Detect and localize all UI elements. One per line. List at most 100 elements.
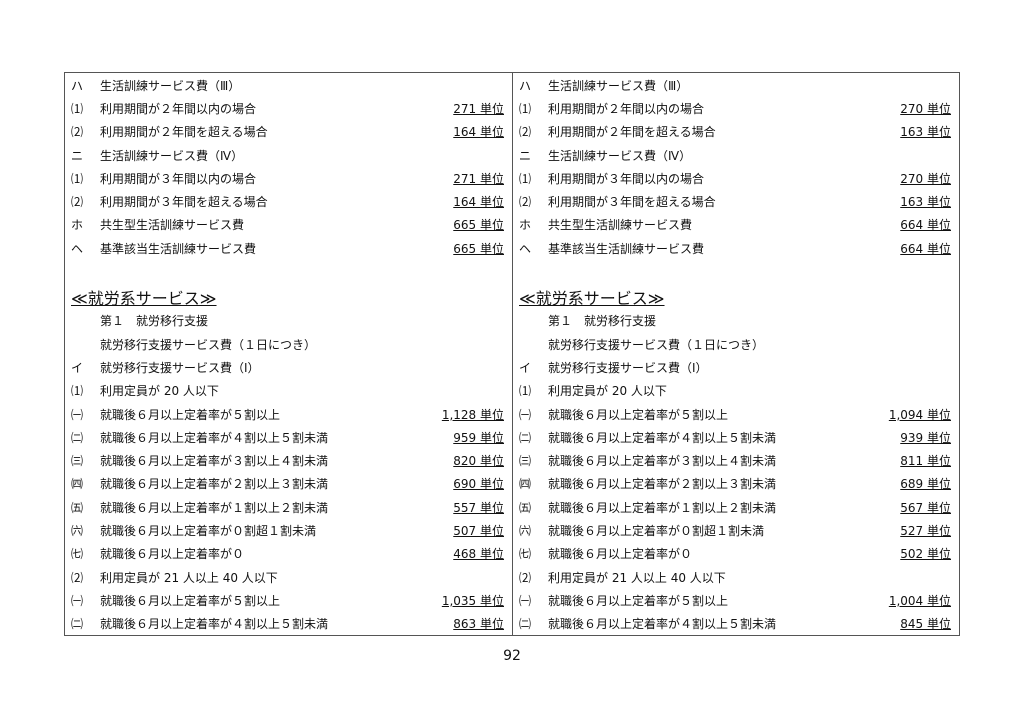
item-text: 利用期間が３年間を超える場合 xyxy=(100,195,268,210)
section-heading: ≪就労系サービス≫ xyxy=(519,289,665,309)
unit-value: 567 単位 xyxy=(900,500,951,515)
item-mark: ㈦ xyxy=(519,547,532,562)
table-row: ⑴ 利用定員が 20 人以下 xyxy=(519,379,951,402)
item-text: 就職後６月以上定着率が４割以上５割未満 xyxy=(100,617,329,632)
item-text: 就職後６月以上定着率が０割超１割未満 xyxy=(548,523,765,538)
item-text: 就職後６月以上定着率が５割以上 xyxy=(100,593,281,608)
item-text: 利用定員が 21 人以上 40 人以下 xyxy=(100,570,278,585)
unit-value: 507 単位 xyxy=(453,523,504,538)
unit-value: 690 単位 xyxy=(453,477,504,492)
page-number: 92 xyxy=(503,648,521,664)
item-mark: ハ xyxy=(519,78,532,93)
table-row: イ 就労移行支援サービス費（Ⅰ） xyxy=(71,356,504,379)
unit-value: 811 単位 xyxy=(900,454,951,469)
table-row: ニ 生活訓練サービス費（Ⅳ） xyxy=(519,143,951,166)
item-text: 基準該当生活訓練サービス費 xyxy=(548,241,705,256)
item-mark: ㈡ xyxy=(71,430,84,445)
table-row: ヘ 基準該当生活訓練サービス費 665 単位 xyxy=(71,237,504,260)
item-text: 就職後６月以上定着率が２割以上３割未満 xyxy=(100,477,329,492)
unit-value: 163 単位 xyxy=(900,195,951,210)
table-row: ㈠ 就職後６月以上定着率が５割以上 1,094 単位 xyxy=(519,402,951,425)
table-row: 就労移行支援サービス費（１日につき） xyxy=(71,332,504,355)
item-mark: ㈠ xyxy=(519,593,532,608)
unit-value: 959 単位 xyxy=(453,430,504,445)
item-text: 就労移行支援サービス費（Ⅰ） xyxy=(100,360,260,375)
table-row: ㈡ 就職後６月以上定着率が４割以上５割未満 863 単位 xyxy=(71,612,504,635)
comparison-table: ハ 生活訓練サービス費（Ⅲ） ⑴ 利用期間が２年間以内の場合 271 単位 ⑵ 利用期間が２… xyxy=(64,72,960,636)
item-text: 利用期間が３年間以内の場合 xyxy=(100,171,257,186)
table-row: イ 就労移行支援サービス費（Ⅰ） xyxy=(519,356,951,379)
item-mark: ㈥ xyxy=(519,523,532,538)
item-mark: ㈡ xyxy=(519,617,532,632)
item-mark: イ xyxy=(71,360,84,375)
unit-value: 863 単位 xyxy=(453,617,504,632)
unit-value: 1,094 単位 xyxy=(888,407,951,422)
item-mark: ⑴ xyxy=(71,101,84,116)
item-mark: ㈣ xyxy=(71,477,84,492)
item-mark: ㈡ xyxy=(519,430,532,445)
table-row: ㈥ 就職後６月以上定着率が０割超１割未満 507 単位 xyxy=(71,519,504,542)
item-text: 就職後６月以上定着率が２割以上３割未満 xyxy=(548,477,777,492)
table-row: ㈤ 就職後６月以上定着率が１割以上２割未満 567 単位 xyxy=(519,496,951,519)
table-row: ⑵ 利用期間が２年間を超える場合 163 単位 xyxy=(519,120,951,143)
item-mark: ㈡ xyxy=(71,617,84,632)
unit-value: 164 単位 xyxy=(453,125,504,140)
unit-value: 845 単位 xyxy=(900,617,951,632)
item-text: 生活訓練サービス費（Ⅳ） xyxy=(548,148,692,163)
unit-value: 468 単位 xyxy=(453,547,504,562)
item-text: 就職後６月以上定着率が３割以上４割未満 xyxy=(548,454,777,469)
item-mark: ㈦ xyxy=(71,547,84,562)
unit-value: 664 単位 xyxy=(900,241,951,256)
table-row: ⑴ 利用期間が２年間以内の場合 270 単位 xyxy=(519,97,951,120)
table-row: 就労移行支援サービス費（１日につき） xyxy=(519,332,951,355)
item-text: 利用期間が２年間以内の場合 xyxy=(548,101,705,116)
unit-value: 665 単位 xyxy=(453,218,504,233)
section-heading: ≪就労系サービス≫ xyxy=(71,289,217,309)
right-column: ハ 生活訓練サービス費（Ⅲ） ⑴ 利用期間が２年間以内の場合 270 単位 ⑵ 利用期間が２… xyxy=(512,73,959,635)
table-row: ⑵ 利用期間が３年間を超える場合 163 単位 xyxy=(519,190,951,213)
item-mark: ⑵ xyxy=(71,125,84,140)
table-row: ㈠ 就職後６月以上定着率が５割以上 1,128 単位 xyxy=(71,402,504,425)
table-row: ㈢ 就職後６月以上定着率が３割以上４割未満 811 単位 xyxy=(519,449,951,472)
item-mark: ㈠ xyxy=(71,407,84,422)
item-text: 第１ 就労移行支援 xyxy=(548,314,657,329)
unit-value: 557 単位 xyxy=(453,500,504,515)
item-text: 利用期間が３年間を超える場合 xyxy=(548,195,716,210)
item-text: 就職後６月以上定着率が０ xyxy=(100,547,245,562)
item-text: 就労移行支援サービス費（Ⅰ） xyxy=(548,360,708,375)
blank-row xyxy=(519,260,951,283)
table-row: ㈦ 就職後６月以上定着率が０ 468 単位 xyxy=(71,542,504,565)
item-text: 就職後６月以上定着率が４割以上５割未満 xyxy=(548,430,777,445)
item-mark: ㈤ xyxy=(71,500,84,515)
item-mark: ㈤ xyxy=(519,500,532,515)
item-text: 利用定員が 20 人以下 xyxy=(100,384,219,399)
item-text: 就職後６月以上定着率が１割以上２割未満 xyxy=(548,500,777,515)
unit-value: 665 単位 xyxy=(453,241,504,256)
unit-value: 271 単位 xyxy=(453,171,504,186)
item-mark: ㈢ xyxy=(519,454,532,469)
table-row: ㈤ 就職後６月以上定着率が１割以上２割未満 557 単位 xyxy=(71,496,504,519)
unit-value: 164 単位 xyxy=(453,195,504,210)
unit-value: 502 単位 xyxy=(900,547,951,562)
table-row: ハ 生活訓練サービス費（Ⅲ） xyxy=(519,74,951,97)
unit-value: 689 単位 xyxy=(900,477,951,492)
item-text: 就職後６月以上定着率が０ xyxy=(548,547,693,562)
table-row: ㈡ 就職後６月以上定着率が４割以上５割未満 959 単位 xyxy=(71,426,504,449)
item-text: 利用期間が２年間を超える場合 xyxy=(548,125,716,140)
table-row: 第１ 就労移行支援 xyxy=(519,309,951,332)
item-mark: ⑵ xyxy=(71,570,84,585)
table-row: ⑵ 利用定員が 21 人以上 40 人以下 xyxy=(71,565,504,588)
table-row: ハ 生活訓練サービス費（Ⅲ） xyxy=(71,74,504,97)
item-text: 就職後６月以上定着率が４割以上５割未満 xyxy=(100,430,329,445)
table-row: ⑵ 利用期間が２年間を超える場合 164 単位 xyxy=(71,120,504,143)
item-mark: ㈢ xyxy=(71,454,84,469)
item-mark: ニ xyxy=(519,148,532,163)
item-text: 利用定員が 20 人以下 xyxy=(548,384,667,399)
table-row: ㈦ 就職後６月以上定着率が０ 502 単位 xyxy=(519,542,951,565)
item-mark: ⑵ xyxy=(519,570,532,585)
item-mark: ホ xyxy=(71,218,84,233)
item-text: 第１ 就労移行支援 xyxy=(100,314,209,329)
unit-value: 939 単位 xyxy=(900,430,951,445)
table-row: ㈢ 就職後６月以上定着率が３割以上４割未満 820 単位 xyxy=(71,449,504,472)
unit-value: 1,035 単位 xyxy=(441,593,504,608)
